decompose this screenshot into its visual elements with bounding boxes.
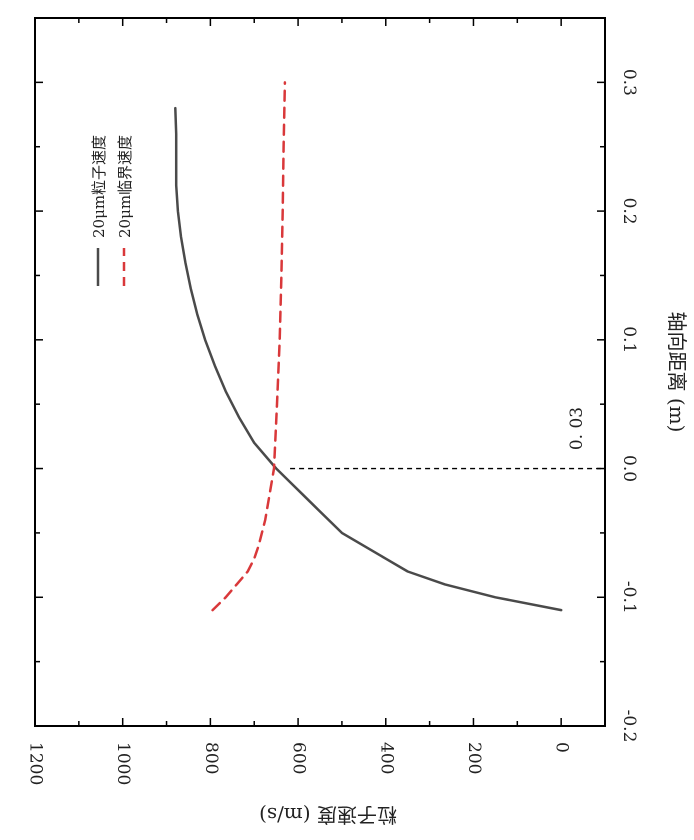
x-tick-label: 0.2	[619, 198, 639, 225]
x-tick-label: -0.1	[619, 581, 639, 614]
x-tick-label: 0.1	[619, 326, 639, 353]
legend-label-critical-speed: 20μm临界速度	[116, 135, 134, 238]
y-tick-label: 0	[552, 742, 572, 753]
y-tick-label: 400	[376, 742, 396, 774]
y-tick-label: 200	[464, 742, 484, 774]
y-tick-label: 600	[289, 742, 309, 774]
ticks-group: -0.2 -0.1 0.0 0.1 0.2 0.3 0 200 400 600 800 1000 120…	[26, 17, 639, 785]
x-tick-label: -0.2	[619, 710, 639, 743]
series-line-critical-speed	[211, 81, 287, 612]
series-layer	[174, 81, 563, 612]
plot-frame	[34, 17, 606, 727]
legend-label-particle-speed: 20μm粒子速度	[90, 135, 108, 238]
x-tick-label: 0.0	[619, 455, 639, 482]
reference-label: 0. 03	[567, 407, 587, 450]
series-line-particle-speed	[174, 106, 563, 612]
legend: 20μm粒子速度 20μm临界速度	[90, 135, 134, 286]
x-axis-title: 轴向距离 (m)	[665, 312, 689, 433]
y-tick-label: 800	[201, 742, 221, 774]
annotation-layer: 0. 03	[290, 407, 605, 470]
y-axis-title: 粒子速度 (m/s)	[259, 803, 397, 827]
y-tick-label: 1000	[113, 742, 133, 785]
y-tick-label: 1200	[26, 742, 46, 785]
x-tick-label: 0.3	[619, 69, 639, 96]
